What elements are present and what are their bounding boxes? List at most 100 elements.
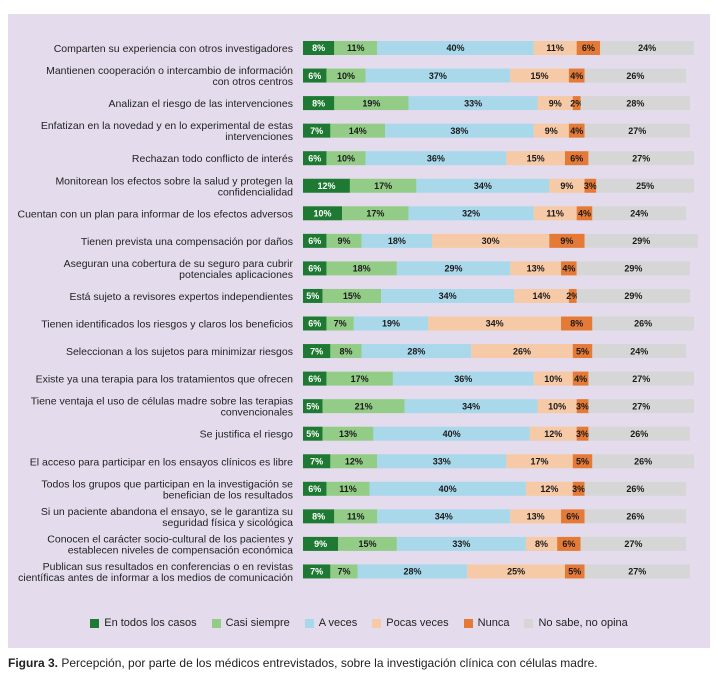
data-label: 6% [308,71,321,81]
data-label: 14% [349,126,367,136]
data-label: 25% [636,181,654,191]
bar-segment [576,288,691,303]
data-label: 19% [362,98,380,108]
bar-segment [369,481,526,496]
bar-segment [580,536,687,551]
bar-segment [588,151,694,166]
bar-segment [322,426,374,441]
bar-segment [326,371,393,386]
bar-segment [432,233,550,248]
bar-segment [303,123,331,138]
legend-item: Pocas veces [372,617,449,629]
bar-segment [326,316,354,331]
legend-item: A veces [304,617,357,629]
bar-segment [349,178,417,193]
data-label: 38% [450,126,468,136]
bar-segment [303,288,323,303]
data-label: 5% [576,456,589,466]
category-label: Tienen identificados los riesgos y claro… [41,319,293,331]
bar-segment [537,96,573,111]
bar-segment [576,206,593,221]
bar-segment [568,68,585,83]
data-label: 17% [366,209,384,219]
category-label-line: Rechazan todo conflicto de interés [132,153,293,165]
bar-segment [303,564,331,579]
legend-swatch [211,618,221,628]
bar-segment [334,509,378,524]
category-label: El acceso para participar en los ensayos… [30,456,293,468]
bar-segment [303,509,335,524]
bar-segment [381,288,515,303]
bar-segment [588,371,694,386]
data-label: 19% [382,319,400,329]
bar-segment [303,344,331,359]
category-label-line: Conocen el carácter socio-cultural de lo… [47,533,293,545]
bar-segment [303,261,327,276]
category-label: Seleccionan a los sujetos para minimizar… [66,346,293,358]
data-label: 17% [351,374,369,384]
caption-label: Figura 3. [8,656,59,670]
category-label-line: Monitorean los efectos sobre la salud y … [55,175,293,187]
data-label: 6% [308,484,321,494]
category-label: Rechazan todo conflicto de interés [132,153,293,165]
bar-segment [365,151,507,166]
category-label: Tiene ventaja el uso de células madre so… [31,396,293,419]
data-label: 6% [308,264,321,274]
data-label: 12% [317,181,335,191]
category-label-line: Seleccionan a los sujetos para minimizar… [66,346,293,358]
bar-segment [568,288,577,303]
data-label: 29% [624,291,642,301]
data-label: 4% [570,126,583,136]
bar-segment [533,41,577,55]
bar-segment [334,96,409,111]
data-label: 3% [584,181,597,191]
bar-segment [377,509,511,524]
bar-segment [330,564,358,579]
category-label: Conocen el carácter socio-cultural de lo… [47,533,293,556]
data-label: 6% [562,539,575,549]
data-label: 28% [403,567,421,577]
bar-segment [322,288,382,303]
data-label: 40% [439,484,457,494]
data-label: 15% [359,539,377,549]
bar-segment [303,371,327,386]
data-label: 25% [507,567,525,577]
data-label: 9% [314,539,327,549]
data-label: 3% [576,429,589,439]
data-label: 7% [310,126,323,136]
bar-segment [576,426,589,441]
bar-segment [506,151,565,166]
bar-segment [514,288,569,303]
bar-segment [303,316,327,331]
data-label: 10% [544,374,562,384]
bar-segment [303,399,323,414]
data-label: 7% [310,346,323,356]
data-label: 33% [464,98,482,108]
bar-segment [408,96,538,111]
category-label-line: Está sujeto a revisores expertos indepen… [69,291,293,303]
bar-segment [357,564,468,579]
data-label: 34% [486,319,504,329]
bar-segment [303,68,327,83]
bar-segment [326,481,370,496]
data-label: 7% [334,319,347,329]
bar-segment [572,371,589,386]
bar-segment [416,178,550,193]
data-label: 21% [355,401,373,411]
data-label: 15% [531,71,549,81]
bar-segment [584,123,691,138]
category-label-line: Existe ya una terapia para los tratamien… [36,374,294,386]
bar-segment [561,261,577,276]
data-label: 37% [429,71,447,81]
bar-segment [537,399,577,414]
bar-segment [303,536,339,551]
bar-segment [303,233,327,248]
data-label: 13% [527,512,545,522]
legend-item: No sabe, no opina [524,617,628,629]
category-label: Comparten su experiencia con otros inves… [54,43,293,55]
data-label: 5% [568,567,581,577]
data-label: 26% [630,429,648,439]
data-label: 4% [578,209,591,219]
bar-segment [377,41,534,55]
data-label: 17% [374,181,392,191]
